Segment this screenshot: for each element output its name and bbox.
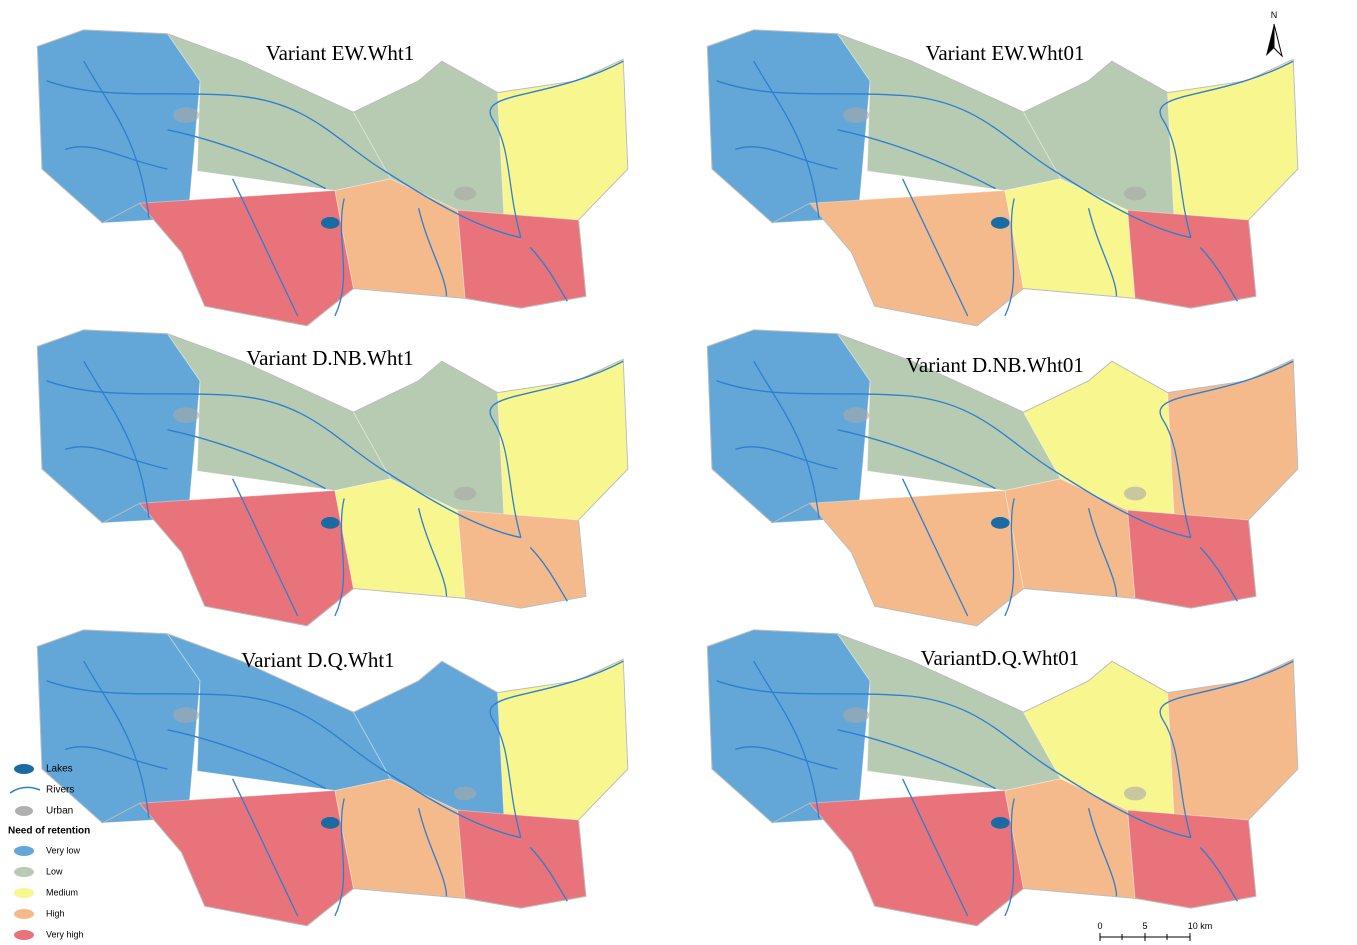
scale-label: 10 km <box>1188 921 1213 931</box>
legend-label: Urban <box>46 806 73 817</box>
legend-swatch <box>14 930 34 940</box>
catchment-zone <box>810 791 1024 926</box>
legend-label: Lakes <box>46 764 73 775</box>
legend-label: Low <box>46 866 63 876</box>
urban-area <box>173 407 199 423</box>
legend-lake <box>14 764 34 774</box>
lake <box>991 217 1010 229</box>
scale-label: 0 <box>1097 921 1102 931</box>
urban-area <box>843 407 869 423</box>
catchment-zone <box>1128 510 1256 608</box>
lake <box>321 217 340 229</box>
catchment-zone <box>1128 810 1256 908</box>
legend-swatch <box>14 909 34 919</box>
legend-label: Very low <box>46 845 81 855</box>
urban-area <box>843 707 869 723</box>
catchment-zone <box>810 491 1024 626</box>
catchment-zone <box>140 491 354 626</box>
urban-area <box>173 707 199 723</box>
lake <box>321 817 340 829</box>
urban-area <box>454 487 476 501</box>
urban-area <box>843 107 869 123</box>
map-panel <box>37 330 628 626</box>
north-arrow: N <box>1266 10 1282 56</box>
panel-title: Variant D.Q.Wht1 <box>241 648 394 672</box>
catchment-zone <box>707 330 870 523</box>
catchment-zone <box>140 791 354 926</box>
map-panel <box>37 630 628 926</box>
lake <box>991 517 1010 529</box>
legend-swatch <box>14 888 34 898</box>
urban-area <box>1124 487 1146 501</box>
urban-area <box>454 787 476 801</box>
legend-swatch <box>14 867 34 877</box>
urban-area <box>173 107 199 123</box>
panel-title: Variant EW.Wht01 <box>925 41 1084 65</box>
panel-title: Variant EW.Wht1 <box>266 41 415 65</box>
map-panel <box>707 630 1298 926</box>
urban-area <box>454 187 476 201</box>
catchment-zone <box>707 630 870 823</box>
figure: Variant EW.Wht1 Variant EW.Wht01 Variant D… <box>0 0 1357 945</box>
legend-heading: Need of retention <box>8 826 90 837</box>
map-panel <box>37 30 628 326</box>
panel-title: Variant D.NB.Wht1 <box>246 346 413 370</box>
catchment-zone <box>140 191 354 326</box>
legend-label: High <box>46 908 65 918</box>
arrow-left <box>1266 24 1274 56</box>
panel-title: Variant D.NB.Wht01 <box>906 353 1084 377</box>
lake <box>991 817 1010 829</box>
legend-label: Rivers <box>46 785 74 796</box>
legend-river <box>10 787 40 793</box>
catchment-zone <box>458 810 586 908</box>
legend-label: Very high <box>46 929 84 939</box>
scale-label: 5 <box>1142 921 1147 931</box>
catchment-zone <box>810 191 1024 326</box>
legend-label: Medium <box>46 887 78 897</box>
legend-swatch <box>14 846 34 856</box>
urban-area <box>1124 787 1146 801</box>
map-panel <box>707 30 1298 326</box>
arrow-right <box>1274 24 1282 56</box>
catchment-zone <box>37 330 200 523</box>
maps <box>37 30 1298 926</box>
catchment-zone <box>707 30 870 223</box>
panel-title: VariantD.Q.Wht01 <box>921 646 1080 670</box>
legend-urban <box>15 806 33 816</box>
catchment-zone <box>37 30 200 223</box>
lake <box>321 517 340 529</box>
catchment-zone <box>458 510 586 608</box>
catchment-zone <box>1128 210 1256 308</box>
urban-area <box>1124 187 1146 201</box>
catchment-zone <box>458 210 586 308</box>
north-label: N <box>1271 10 1278 20</box>
scale-bar: 0 5 10 km <box>1097 921 1212 941</box>
